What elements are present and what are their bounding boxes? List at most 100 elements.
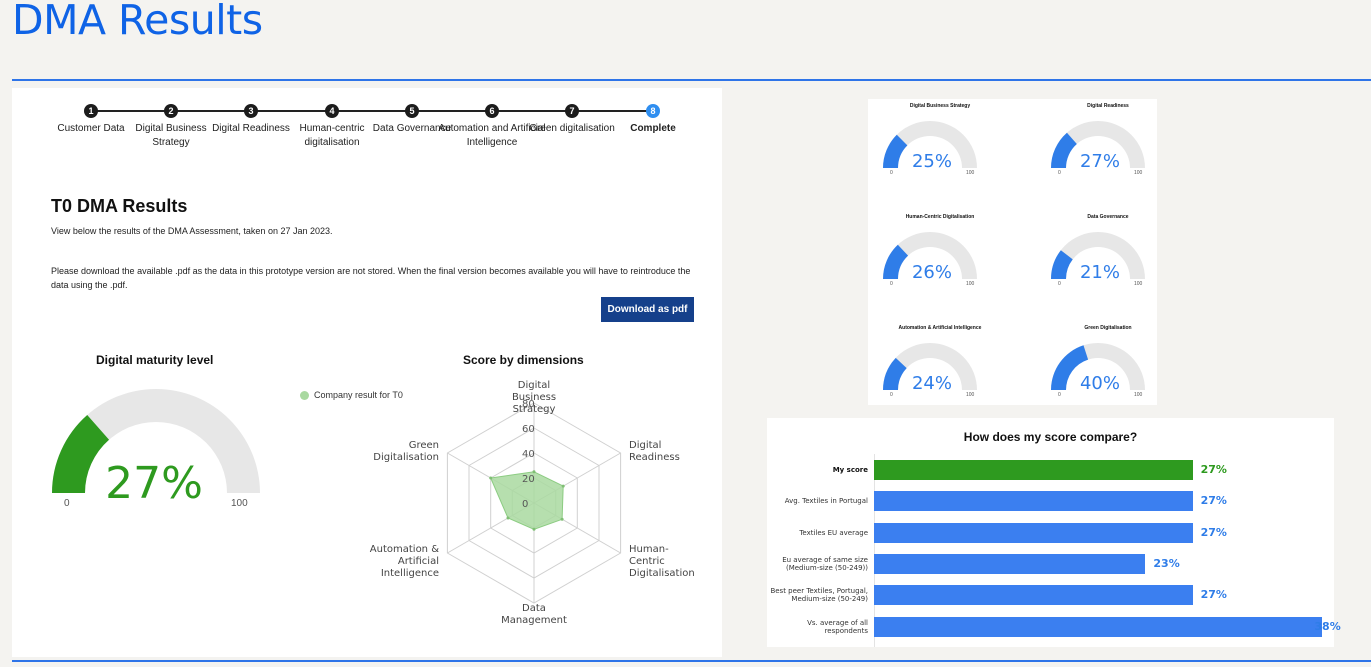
- radar-axis-label: Green Digitalisation: [373, 440, 439, 463]
- step-2[interactable]: 2 Digital Business Strategy: [116, 104, 226, 150]
- step-label: Digital Business Strategy: [135, 123, 207, 148]
- mini-gauge-title: Digital Readiness: [1087, 103, 1129, 109]
- mini-gauge-fill: [883, 357, 907, 390]
- mini-gauge-track: [1051, 121, 1145, 168]
- page-title: DMA Results: [12, 0, 263, 44]
- mini-gauge-max: 100: [966, 170, 975, 176]
- mini-gauge-arc: [1051, 343, 1145, 390]
- compare-bar[interactable]: [874, 491, 1193, 511]
- compare-bar[interactable]: [874, 585, 1193, 605]
- radar-axis-label: Digital Business Strategy: [512, 380, 556, 415]
- radar-point[interactable]: [561, 484, 565, 488]
- mini-gauge-value: 40%: [1079, 373, 1120, 394]
- top-divider: [12, 79, 1371, 81]
- compare-value: 27%: [1200, 526, 1227, 539]
- bottom-divider: [12, 660, 1371, 662]
- mini-gauge-min: 0: [1058, 281, 1061, 287]
- maturity-value: 27%: [105, 458, 203, 509]
- step-label: Digital Readiness: [212, 123, 290, 134]
- mini-gauge-track: [883, 343, 977, 390]
- radar-tick-label: 0: [522, 499, 528, 510]
- results-panel: 1 Customer Data 2 Digital Business Strategy…: [12, 88, 722, 657]
- mini-gauge-6: Green Digitalisation 40% 0 100: [1036, 321, 1180, 423]
- mini-gauge-value: 24%: [911, 373, 952, 394]
- radar-point[interactable]: [532, 527, 536, 531]
- maturity-gauge-track: [52, 389, 260, 493]
- maturity-title: Digital maturity level: [96, 353, 214, 367]
- compare-row: Best peer Textiles, Portugal, Medium-siz…: [767, 584, 1334, 606]
- maturity-gauge: [52, 389, 260, 493]
- mini-gauge-max: 100: [1134, 392, 1143, 398]
- compare-title: How does my score compare?: [963, 430, 1138, 444]
- compare-value: 27%: [1200, 463, 1227, 476]
- radar-point[interactable]: [489, 476, 493, 480]
- mini-gauge-fill: [883, 244, 909, 279]
- mini-gauge-track: [1051, 232, 1145, 279]
- mini-gauge-min: 0: [1058, 392, 1061, 398]
- radar-axis-label: Data Management: [501, 603, 567, 626]
- legend-label: Company result for T0: [314, 390, 403, 400]
- mini-gauge-value: 25%: [911, 151, 952, 172]
- step-number: 6: [485, 104, 499, 118]
- radar-title: Score by dimensions: [463, 353, 584, 367]
- compare-row-label: Textiles EU average: [799, 529, 868, 537]
- mini-gauge-3: Human-Centric Digitalisation 26% 0 100: [868, 210, 1012, 312]
- step-label: Complete: [630, 123, 676, 134]
- mini-gauge-value: 21%: [1079, 262, 1120, 283]
- mini-gauge-title: Automation & Artificial Intelligence: [898, 325, 982, 331]
- step-3[interactable]: 3 Digital Readiness: [196, 104, 306, 136]
- radar-tick-label: 40: [522, 449, 535, 460]
- mini-gauge-value: 27%: [1079, 151, 1120, 172]
- compare-bar[interactable]: [874, 554, 1146, 574]
- mini-gauge-value: 26%: [911, 262, 952, 283]
- step-6[interactable]: 6 Automation and Artificial Intelligence: [437, 104, 547, 150]
- step-7[interactable]: 7 Green digitalisation: [517, 104, 627, 136]
- mini-gauge-title: Human-Centric Digitalisation: [905, 214, 975, 220]
- radar-legend[interactable]: Company result for T0: [300, 390, 403, 400]
- compare-bar[interactable]: [874, 523, 1193, 543]
- maturity-min-label: 0: [64, 498, 70, 509]
- step-number: 3: [244, 104, 258, 118]
- compare-row: Textiles EU average 27%: [767, 522, 1334, 544]
- mini-gauge-arc: [883, 232, 977, 279]
- compare-row: My score 27%: [767, 459, 1334, 481]
- compare-value: 27%: [1200, 588, 1227, 601]
- step-number: 8: [646, 104, 660, 118]
- step-1[interactable]: 1 Customer Data: [36, 104, 146, 136]
- step-8[interactable]: 8 Complete: [598, 104, 708, 136]
- mini-gauge-1: Digital Business Strategy 25% 0 100: [868, 99, 1012, 201]
- mini-gauge-max: 100: [1134, 170, 1143, 176]
- radar-point[interactable]: [560, 517, 564, 521]
- step-5[interactable]: 5 Data Governance: [357, 104, 467, 136]
- radar-point[interactable]: [532, 470, 536, 474]
- radar-axis-label: Human-Centric Digitalisation: [629, 544, 695, 579]
- download-pdf-button[interactable]: Download as pdf: [601, 297, 694, 322]
- mini-gauge-arc: [883, 343, 977, 390]
- mini-gauge-track: [883, 232, 977, 279]
- mini-gauge-fill: [883, 134, 908, 168]
- compare-bar[interactable]: [874, 617, 1323, 637]
- mini-gauge-title: Data Governance: [1087, 214, 1129, 220]
- step-number: 4: [325, 104, 339, 118]
- step-4[interactable]: 4 Human-centric digitalisation: [277, 104, 387, 150]
- mini-gauge-min: 0: [1058, 170, 1061, 176]
- compare-axis: [874, 454, 875, 647]
- compare-bar[interactable]: [874, 460, 1193, 480]
- radar-point[interactable]: [506, 516, 510, 520]
- radar-tick-label: 60: [522, 424, 535, 435]
- mini-gauge-fill: [1051, 345, 1089, 390]
- mini-gauge-min: 0: [890, 170, 893, 176]
- mini-gauge-max: 100: [966, 281, 975, 287]
- step-label: Data Governance: [372, 123, 452, 134]
- mini-gauge-min: 0: [890, 281, 893, 287]
- maturity-gauge-fill: [52, 414, 110, 493]
- radar-chart: 80 60 40 20 0 Digital Business Strategy Digital R…: [370, 380, 695, 626]
- compare-row: Vs. average of all respondents 38%: [767, 616, 1341, 638]
- step-label: Automation and Artificial Intelligence: [438, 123, 546, 148]
- compare-row-label: Vs. average of all respondents: [807, 619, 868, 635]
- compare-row-label: Eu average of same size (Medium-size (50…: [782, 556, 868, 572]
- radar-axis-label: Automation & Artificial Intelligence: [370, 544, 439, 579]
- results-intro: View below the results of the DMA Assess…: [51, 226, 333, 236]
- mini-gauge-5: Automation & Artificial Intelligence 24% 0…: [868, 321, 1012, 423]
- mini-gauge-min: 0: [890, 392, 893, 398]
